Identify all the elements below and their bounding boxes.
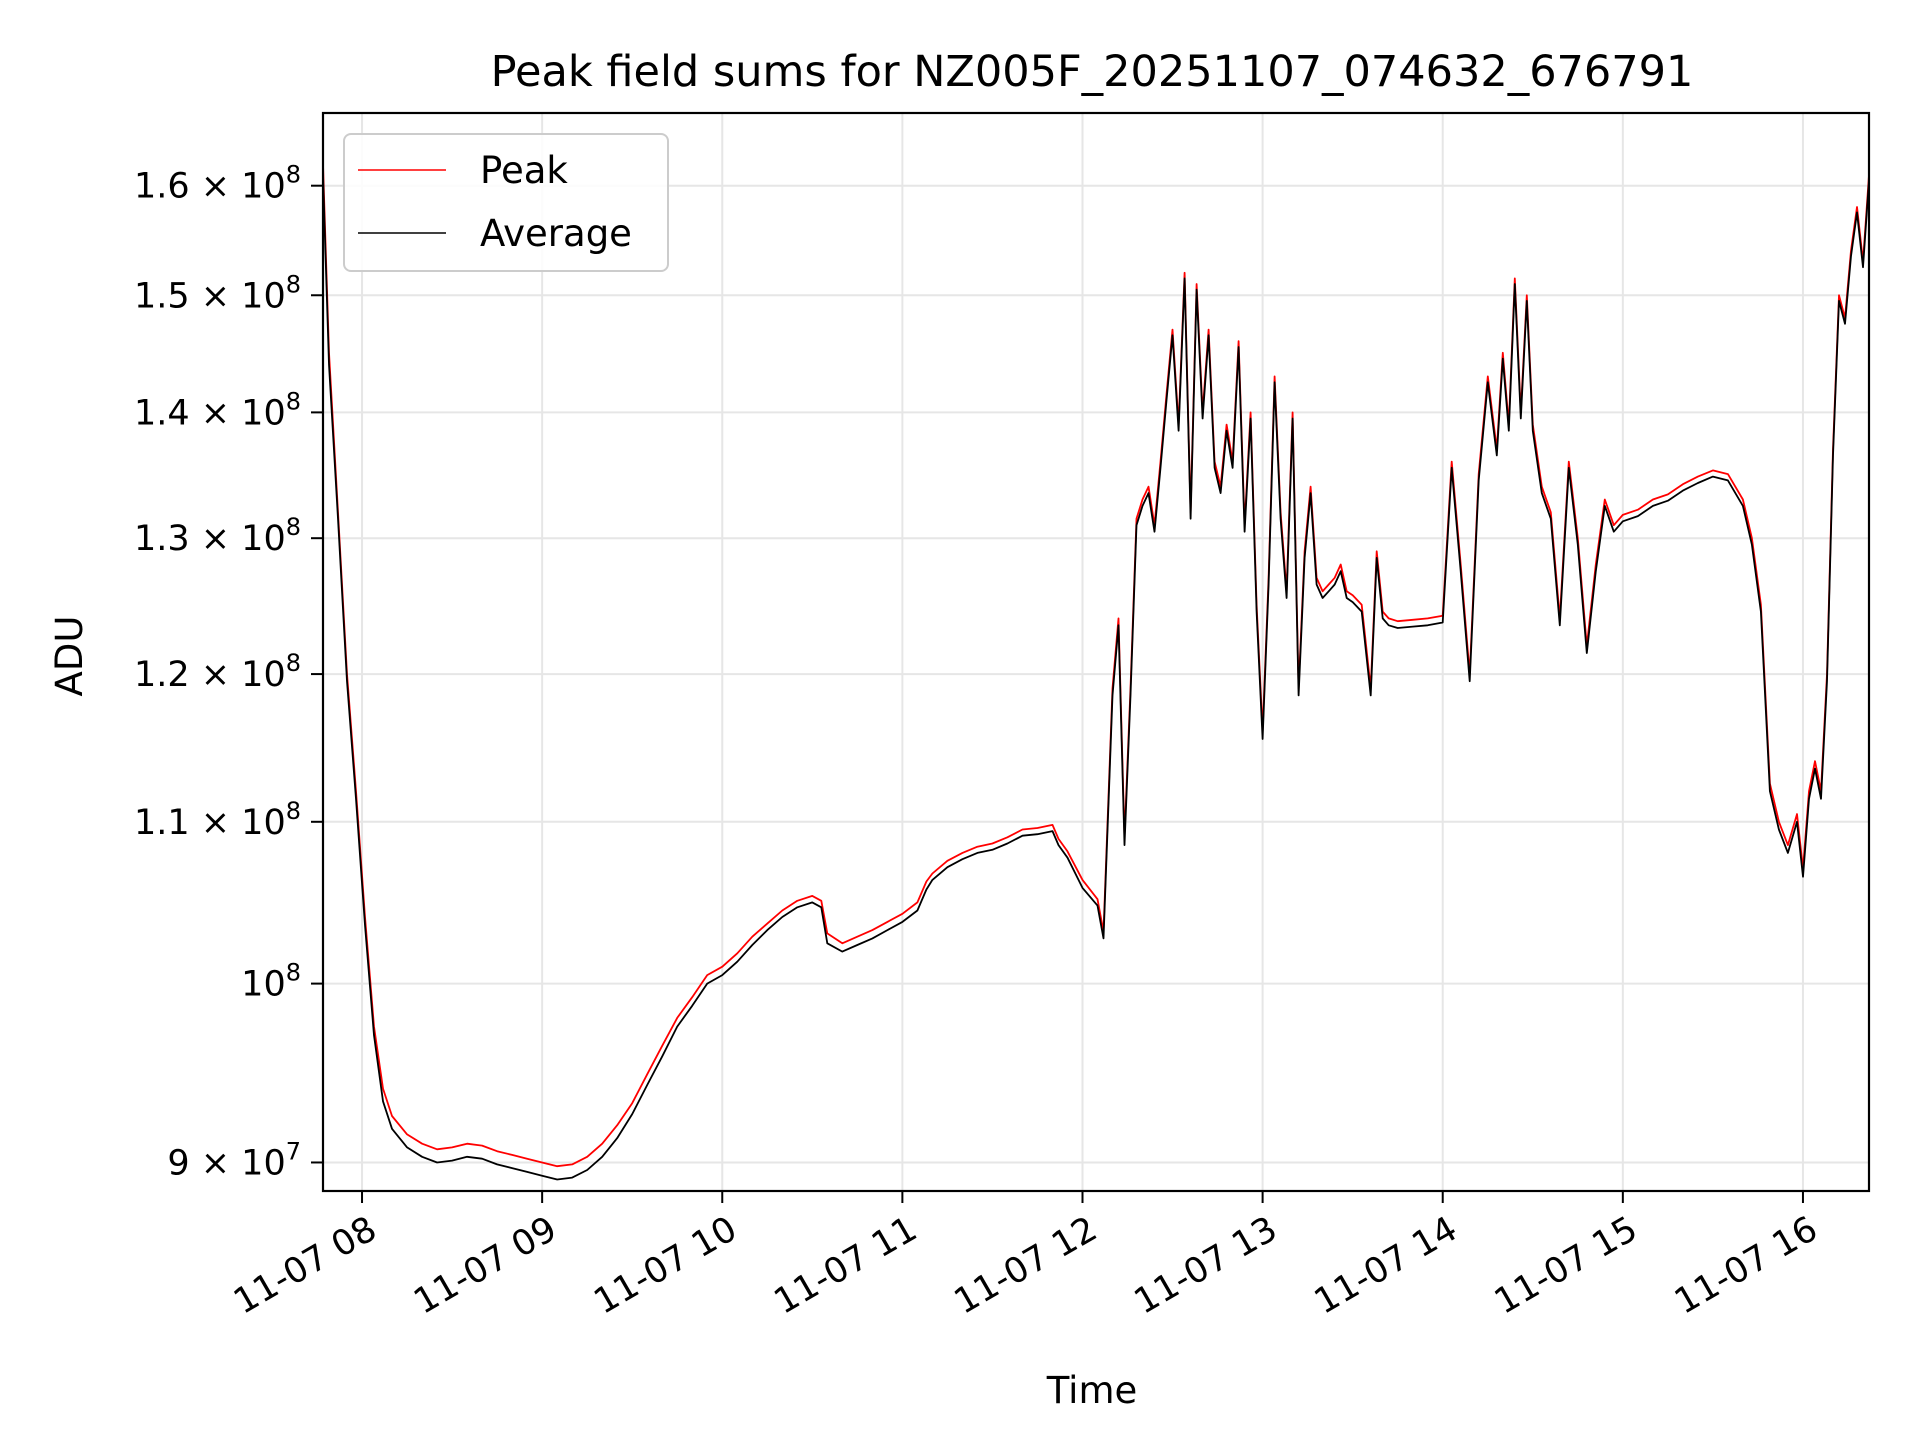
y-tick-label: 1.1 × 108	[134, 797, 301, 843]
series-line-average	[322, 175, 1870, 1181]
y-tick-label: 9 × 107	[167, 1137, 301, 1183]
y-tick-label: 1.6 × 108	[134, 161, 301, 207]
y-tick-label: 1.2 × 108	[134, 649, 301, 695]
plot-frame	[321, 111, 1871, 1193]
y-tick-label: 1.4 × 108	[134, 387, 301, 433]
x-axis-label: Time	[1046, 1369, 1138, 1412]
legend-box	[343, 133, 669, 272]
legend: Peak Average	[343, 133, 669, 272]
grid-layer	[323, 113, 1869, 1191]
legend-peak-label: Peak	[480, 149, 568, 192]
y-tick-label: 1.5 × 108	[134, 270, 301, 316]
legend-average-label: Average	[480, 212, 632, 255]
series-layer	[322, 164, 1870, 1181]
y-axis-label: ADU	[48, 616, 91, 697]
y-tick-label: 1.3 × 108	[134, 513, 301, 559]
chart-title: Peak field sums for NZ005F_20251107_0746…	[491, 47, 1694, 97]
